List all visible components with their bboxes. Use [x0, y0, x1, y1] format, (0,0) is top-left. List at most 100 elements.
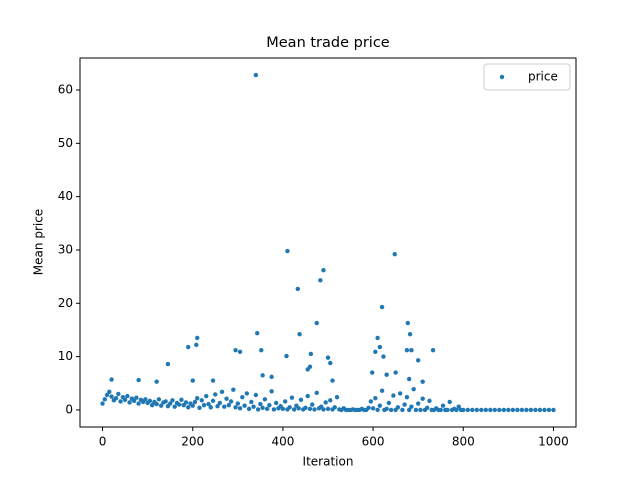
point: [259, 348, 264, 353]
point: [323, 400, 328, 405]
point: [461, 407, 466, 413]
point: [430, 348, 436, 353]
point: [231, 387, 236, 392]
point: [524, 407, 529, 413]
point: [427, 398, 432, 404]
point: [228, 399, 234, 404]
point: [289, 395, 295, 400]
point: [551, 407, 556, 413]
point: [107, 389, 112, 395]
point: [409, 348, 414, 353]
point: [167, 401, 173, 406]
point: [519, 407, 525, 413]
legend-label: price: [528, 70, 558, 84]
point: [104, 392, 110, 398]
point: [149, 402, 155, 408]
point: [314, 390, 319, 396]
point: [510, 407, 516, 413]
point: [393, 370, 398, 375]
y-tick-label: 30: [58, 242, 73, 256]
point: [158, 403, 164, 408]
point: [177, 402, 182, 407]
point: [325, 406, 331, 412]
point: [154, 401, 159, 407]
point: [373, 396, 378, 401]
y-tick-label: 50: [58, 136, 73, 150]
point: [308, 351, 314, 357]
point: [125, 393, 130, 399]
point: [163, 399, 168, 404]
point: [334, 394, 340, 400]
x-tick-label: 0: [99, 435, 107, 449]
point: [285, 248, 290, 254]
point: [269, 389, 274, 394]
point: [264, 406, 270, 412]
point: [537, 407, 543, 413]
point: [470, 407, 475, 413]
point: [402, 402, 407, 407]
point: [395, 405, 401, 410]
point: [310, 402, 315, 407]
point: [405, 320, 411, 326]
point: [134, 395, 139, 400]
point: [318, 278, 323, 283]
point: [195, 335, 200, 341]
point: [425, 405, 430, 411]
point: [384, 372, 389, 377]
point: [377, 403, 383, 408]
point: [392, 252, 397, 257]
point: [388, 407, 394, 413]
point: [291, 407, 297, 412]
point: [307, 406, 313, 412]
point: [418, 407, 423, 413]
point: [287, 405, 292, 410]
point: [197, 405, 202, 411]
point: [483, 407, 489, 413]
point: [415, 401, 421, 406]
point: [312, 407, 317, 412]
point: [190, 378, 195, 383]
point: [194, 342, 199, 348]
point: [546, 407, 552, 413]
point: [147, 398, 153, 404]
point: [465, 407, 470, 413]
point: [190, 403, 195, 408]
point: [379, 304, 385, 310]
point: [305, 393, 310, 399]
point: [373, 349, 378, 355]
point: [244, 391, 250, 396]
point: [219, 389, 225, 395]
point: [307, 364, 313, 369]
point: [233, 348, 238, 353]
point: [330, 378, 335, 383]
point: [404, 394, 410, 400]
point: [183, 400, 189, 405]
point: [233, 405, 238, 410]
point: [172, 404, 177, 409]
point: [179, 397, 184, 403]
point: [438, 407, 443, 413]
y-tick-label: 40: [58, 189, 73, 203]
point: [267, 402, 272, 408]
point: [528, 407, 534, 413]
x-tick-label: 200: [181, 435, 204, 449]
point: [204, 393, 209, 399]
point: [206, 401, 211, 407]
point: [113, 396, 119, 401]
point: [226, 402, 231, 408]
point: [447, 399, 452, 405]
point: [136, 401, 141, 406]
point: [366, 405, 371, 411]
y-tick-label: 10: [58, 349, 73, 363]
point: [192, 399, 198, 405]
point: [186, 405, 191, 410]
point: [253, 392, 259, 398]
point: [165, 361, 171, 367]
point: [242, 403, 247, 408]
point: [321, 268, 326, 273]
point: [122, 397, 128, 403]
point: [156, 397, 162, 402]
point: [506, 407, 511, 413]
point: [497, 407, 502, 413]
point: [381, 354, 386, 359]
